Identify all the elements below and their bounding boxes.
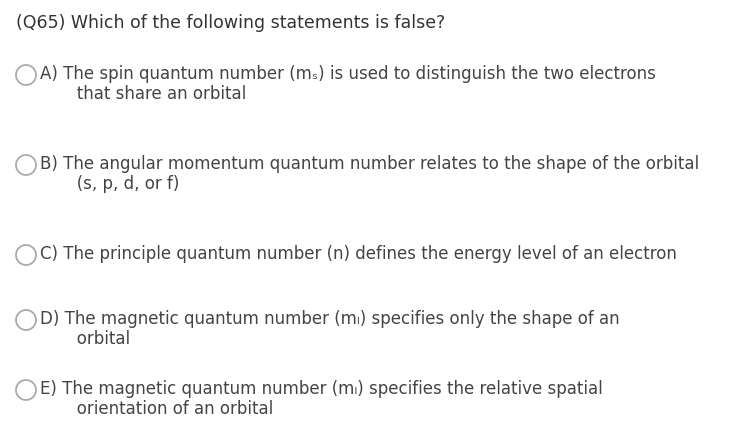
Text: B) The angular momentum quantum number relates to the shape of the orbital: B) The angular momentum quantum number r…: [40, 155, 699, 173]
Text: orbital: orbital: [40, 329, 130, 347]
Text: D) The magnetic quantum number (mₗ) specifies only the shape of an: D) The magnetic quantum number (mₗ) spec…: [40, 309, 619, 327]
Text: A) The spin quantum number (mₛ) is used to distinguish the two electrons: A) The spin quantum number (mₛ) is used …: [40, 65, 656, 83]
Text: E) The magnetic quantum number (mₗ) specifies the relative spatial: E) The magnetic quantum number (mₗ) spec…: [40, 379, 603, 397]
Text: (s, p, d, or f): (s, p, d, or f): [40, 174, 179, 193]
Text: (Q65) Which of the following statements is false?: (Q65) Which of the following statements …: [16, 14, 445, 32]
Text: C) The principle quantum number (n) defines the energy level of an electron: C) The principle quantum number (n) defi…: [40, 244, 677, 263]
Text: that share an orbital: that share an orbital: [40, 85, 246, 103]
Text: orientation of an orbital: orientation of an orbital: [40, 399, 273, 417]
